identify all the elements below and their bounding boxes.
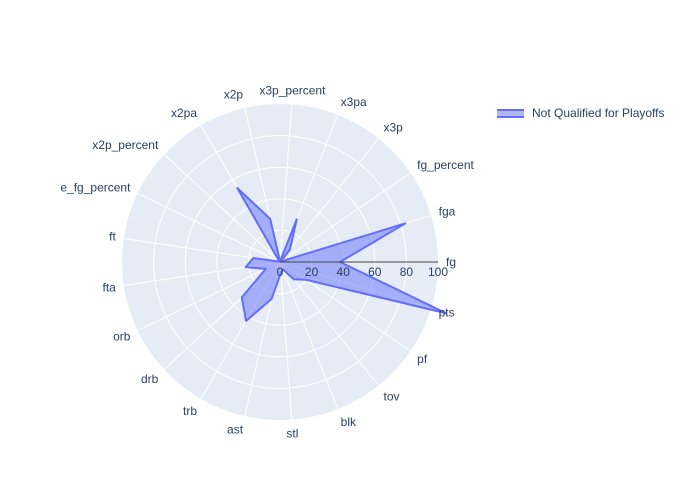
angular-gridline [137,192,281,263]
angular-tick-label: fg_percent [417,158,474,172]
angular-tick-label: x2pa [171,106,197,120]
radial-tick-labels: 0 20 40 60 80 100 [277,265,449,279]
angular-tick-label: e_fg_percent [60,180,131,194]
angular-tick-label: trb [183,404,197,418]
legend[interactable]: Not Qualified for Playoffs [497,106,665,120]
angular-gridline [163,154,281,263]
angular-tick-label: x2p_percent [92,138,159,152]
radial-tick-label: 40 [337,265,351,279]
angular-gridline [279,261,339,410]
radial-tick-label: 20 [305,265,319,279]
radial-tick-label: 100 [428,265,448,279]
angular-tick-label: fta [103,281,117,295]
angular-tick-label: pf [417,352,428,366]
angular-gridline [137,261,281,332]
angular-tick-label: x2p [224,87,244,101]
angular-tick-label: fga [439,204,456,218]
angular-gridline [279,261,293,420]
series-area[interactable] [236,187,448,322]
angular-tick-label: blk [341,415,357,429]
angular-tick-label: x3p_percent [259,83,326,97]
angular-tick-label: fg [446,255,456,269]
legend-swatch [497,108,524,118]
angular-gridline [279,138,379,263]
angular-gridline [279,261,379,386]
angular-tick-label: x3p [383,121,403,135]
radial-tick-label: 0 [277,265,284,279]
radial-tick-label: 60 [368,265,382,279]
angular-tick-label: drb [141,372,159,386]
angular-tick-label: ast [227,423,244,437]
angular-gridline [279,104,293,263]
angular-tick-label: stl [286,427,298,441]
angular-tick-label: orb [113,330,131,344]
angular-tick-labels: fg fga fg_percent x3p x3pa x3p_percent x2p x2pa… [60,83,474,440]
angular-tick-label: ft [109,229,116,243]
angular-tick-label: tov [383,389,399,403]
legend-label: Not Qualified for Playoffs [532,106,665,120]
radial-tick-label: 80 [400,265,414,279]
angular-tick-label: x3pa [341,95,367,109]
angular-tick-label: pts [439,306,455,320]
angular-gridline [279,172,411,263]
